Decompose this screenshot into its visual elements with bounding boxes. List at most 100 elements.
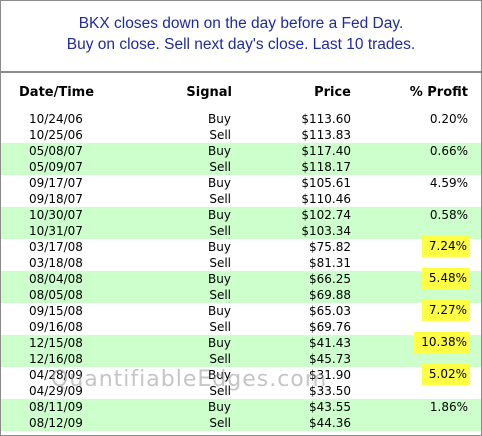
table-row: 05/08/07 Buy $117.40 0.66%: [1, 143, 481, 159]
sell-price-cell: $44.36: [309, 416, 351, 430]
title-header: BKX closes down on the day before a Fed …: [1, 1, 481, 73]
table-row: 03/17/08 Buy $75.82 7.24%: [1, 236, 481, 257]
sell-signal-cell: Sell: [209, 352, 231, 366]
table-row: 03/18/08 Sell $81.31: [1, 255, 481, 271]
sell-price-cell: $110.46: [301, 192, 351, 206]
buy-date-cell: 08/04/08: [29, 272, 83, 286]
trade-pair: 08/11/09 Buy $43.55 1.86% 08/12/09 Sell $44.36: [1, 399, 481, 431]
buy-price-cell: $113.60: [301, 112, 351, 126]
sell-price-cell: $103.34: [301, 224, 351, 238]
trade-pair: 08/04/08 Buy $66.25 5.48% 08/05/08 Sell $69.88: [1, 268, 481, 303]
sell-price-cell: $81.31: [309, 256, 351, 270]
sell-date-cell: 09/16/08: [29, 320, 83, 334]
sell-signal-cell: Sell: [209, 288, 231, 302]
sell-signal-cell: Sell: [209, 192, 231, 206]
trade-pair: 04/28/09 Buy $31.90 5.02% 04/29/09 Sell $33.50: [1, 364, 481, 399]
profit-cell: 0.66%: [429, 144, 468, 158]
profit-cell: 5.02%: [421, 364, 470, 385]
trade-pair: 05/08/07 Buy $117.40 0.66% 05/09/07 Sell $118.…: [1, 143, 481, 175]
sell-price-cell: $69.88: [309, 288, 351, 302]
table-row: 09/18/07 Sell $110.46: [1, 191, 481, 207]
buy-signal-cell: Buy: [208, 272, 231, 286]
sell-signal-cell: Sell: [209, 224, 231, 238]
column-header-price: Price: [314, 85, 351, 100]
buy-signal-cell: Buy: [208, 336, 231, 350]
title-line-2: Buy on close. Sell next day's close. Las…: [66, 36, 416, 53]
table-row: 09/16/08 Sell $69.76: [1, 319, 481, 335]
buy-price-cell: $117.40: [301, 144, 351, 158]
table-row: 10/30/07 Buy $102.74 0.58%: [1, 207, 481, 223]
table-row: 04/28/09 Buy $31.90 5.02%: [1, 364, 481, 385]
sell-date-cell: 04/29/09: [29, 384, 83, 398]
table-row: 04/29/09 Sell $33.50: [1, 383, 481, 399]
buy-date-cell: 05/08/07: [29, 144, 83, 158]
profit-cell: 1.86%: [429, 400, 468, 414]
sell-date-cell: 12/16/08: [29, 352, 83, 366]
table-row: 08/11/09 Buy $43.55 1.86%: [1, 399, 481, 415]
buy-date-cell: 09/15/08: [29, 304, 83, 318]
sell-date-cell: 03/18/08: [29, 256, 83, 270]
sell-signal-cell: Sell: [209, 416, 231, 430]
sell-signal-cell: Sell: [209, 256, 231, 270]
table-row: 05/09/07 Sell $118.17: [1, 159, 481, 175]
profit-cell: 0.58%: [429, 208, 468, 222]
sell-price-cell: $33.50: [309, 384, 351, 398]
profit-cell: 7.27%: [421, 300, 470, 321]
sell-date-cell: 08/12/09: [29, 416, 83, 430]
buy-price-cell: $41.43: [309, 336, 351, 350]
buy-signal-cell: Buy: [208, 400, 231, 414]
table-row: 12/16/08 Sell $45.73: [1, 351, 481, 367]
sell-date-cell: 05/09/07: [29, 160, 83, 174]
buy-signal-cell: Buy: [208, 176, 231, 190]
buy-price-cell: $43.55: [309, 400, 351, 414]
sell-signal-cell: Sell: [209, 160, 231, 174]
trades-table: 10/24/06 Buy $113.60 0.20% 10/25/06 Sell $113.…: [1, 111, 481, 431]
buy-date-cell: 10/24/06: [29, 112, 83, 126]
sell-price-cell: $69.76: [309, 320, 351, 334]
trade-pair: 10/30/07 Buy $102.74 0.58% 10/31/07 Sell $103.…: [1, 207, 481, 239]
buy-price-cell: $31.90: [309, 368, 351, 382]
profit-cell: 0.20%: [429, 112, 468, 126]
buy-price-cell: $75.82: [309, 240, 351, 254]
buy-signal-cell: Buy: [208, 304, 231, 318]
table-row: 08/12/09 Sell $44.36: [1, 415, 481, 431]
buy-price-cell: $102.74: [301, 208, 351, 222]
buy-signal-cell: Buy: [208, 240, 231, 254]
buy-price-cell: $105.61: [301, 176, 351, 190]
buy-signal-cell: Buy: [208, 368, 231, 382]
table-row: 10/25/06 Sell $113.83: [1, 127, 481, 143]
trade-pair: 10/24/06 Buy $113.60 0.20% 10/25/06 Sell $113.…: [1, 111, 481, 143]
profit-cell: 4.59%: [429, 176, 468, 190]
table-row: 09/15/08 Buy $65.03 7.27%: [1, 300, 481, 321]
buy-date-cell: 10/30/07: [29, 208, 83, 222]
sell-date-cell: 10/31/07: [29, 224, 83, 238]
buy-date-cell: 09/17/07: [29, 176, 83, 190]
buy-signal-cell: Buy: [208, 144, 231, 158]
sell-date-cell: 10/25/06: [29, 128, 83, 142]
buy-price-cell: $66.25: [309, 272, 351, 286]
trade-pair: 09/17/07 Buy $105.61 4.59% 09/18/07 Sell $110.…: [1, 175, 481, 207]
sell-signal-cell: Sell: [209, 320, 231, 334]
sell-date-cell: 09/18/07: [29, 192, 83, 206]
table-row: 10/24/06 Buy $113.60 0.20%: [1, 111, 481, 127]
buy-signal-cell: Buy: [208, 208, 231, 222]
column-header-date: Date/Time: [19, 85, 95, 100]
trade-pair: 09/15/08 Buy $65.03 7.27% 09/16/08 Sell $69.76: [1, 300, 481, 335]
buy-signal-cell: Buy: [208, 112, 231, 126]
column-header-signal: Signal: [186, 85, 232, 100]
buy-price-cell: $65.03: [309, 304, 351, 318]
sell-date-cell: 08/05/08: [29, 288, 83, 302]
buy-date-cell: 12/15/08: [29, 336, 83, 350]
table-row: 08/04/08 Buy $66.25 5.48%: [1, 268, 481, 289]
buy-date-cell: 04/28/09: [29, 368, 83, 382]
column-header-profit: % Profit: [409, 85, 468, 100]
table-row: 12/15/08 Buy $41.43 10.38%: [1, 332, 481, 353]
sell-price-cell: $118.17: [301, 160, 351, 174]
buy-date-cell: 08/11/09: [29, 400, 83, 414]
buy-date-cell: 03/17/08: [29, 240, 83, 254]
title-line-1: BKX closes down on the day before a Fed …: [78, 15, 404, 32]
profit-cell: 5.48%: [421, 268, 470, 289]
table-row: 09/17/07 Buy $105.61 4.59%: [1, 175, 481, 191]
sell-signal-cell: Sell: [209, 384, 231, 398]
profit-cell: 10.38%: [414, 332, 470, 353]
